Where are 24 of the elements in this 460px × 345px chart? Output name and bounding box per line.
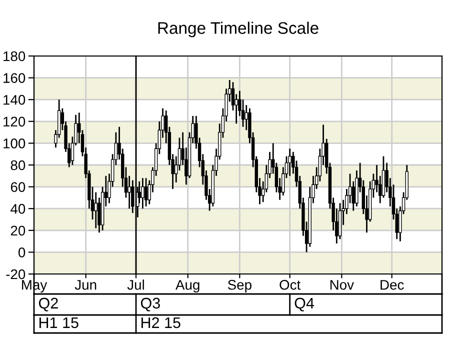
y-tick-label: 100	[4, 138, 26, 148]
y-tick-label: 40	[10, 204, 26, 214]
y-tick-label: 60	[10, 182, 26, 192]
y-tick-label: 180	[4, 51, 26, 62]
y-tick-label: 120	[4, 116, 26, 127]
y-tick-label: 0	[18, 248, 26, 258]
x-tick-label: Aug	[176, 280, 200, 293]
y-tick-label: 20	[10, 226, 26, 236]
x-tick-label: Jun	[74, 280, 96, 290]
x-tick-label: Sep	[228, 280, 252, 293]
y-tick-label: 80	[10, 160, 26, 170]
text: Q4	[294, 298, 314, 312]
text: Q2	[38, 298, 58, 312]
y-tick-label: 160	[4, 73, 26, 83]
text: Q3	[140, 298, 160, 312]
text: H1 15	[40, 317, 78, 328]
x-tick-label: Jul	[127, 280, 144, 290]
text: H2 15	[142, 317, 180, 328]
chart-title: Range Timeline Scale	[158, 22, 318, 38]
x-tick-label: Oct	[280, 280, 301, 290]
y-tick-label: -20	[6, 269, 26, 280]
y-tick-label: 140	[4, 94, 26, 105]
x-tick-label: Dec	[380, 280, 404, 290]
x-tick-label: Nov	[330, 280, 354, 290]
